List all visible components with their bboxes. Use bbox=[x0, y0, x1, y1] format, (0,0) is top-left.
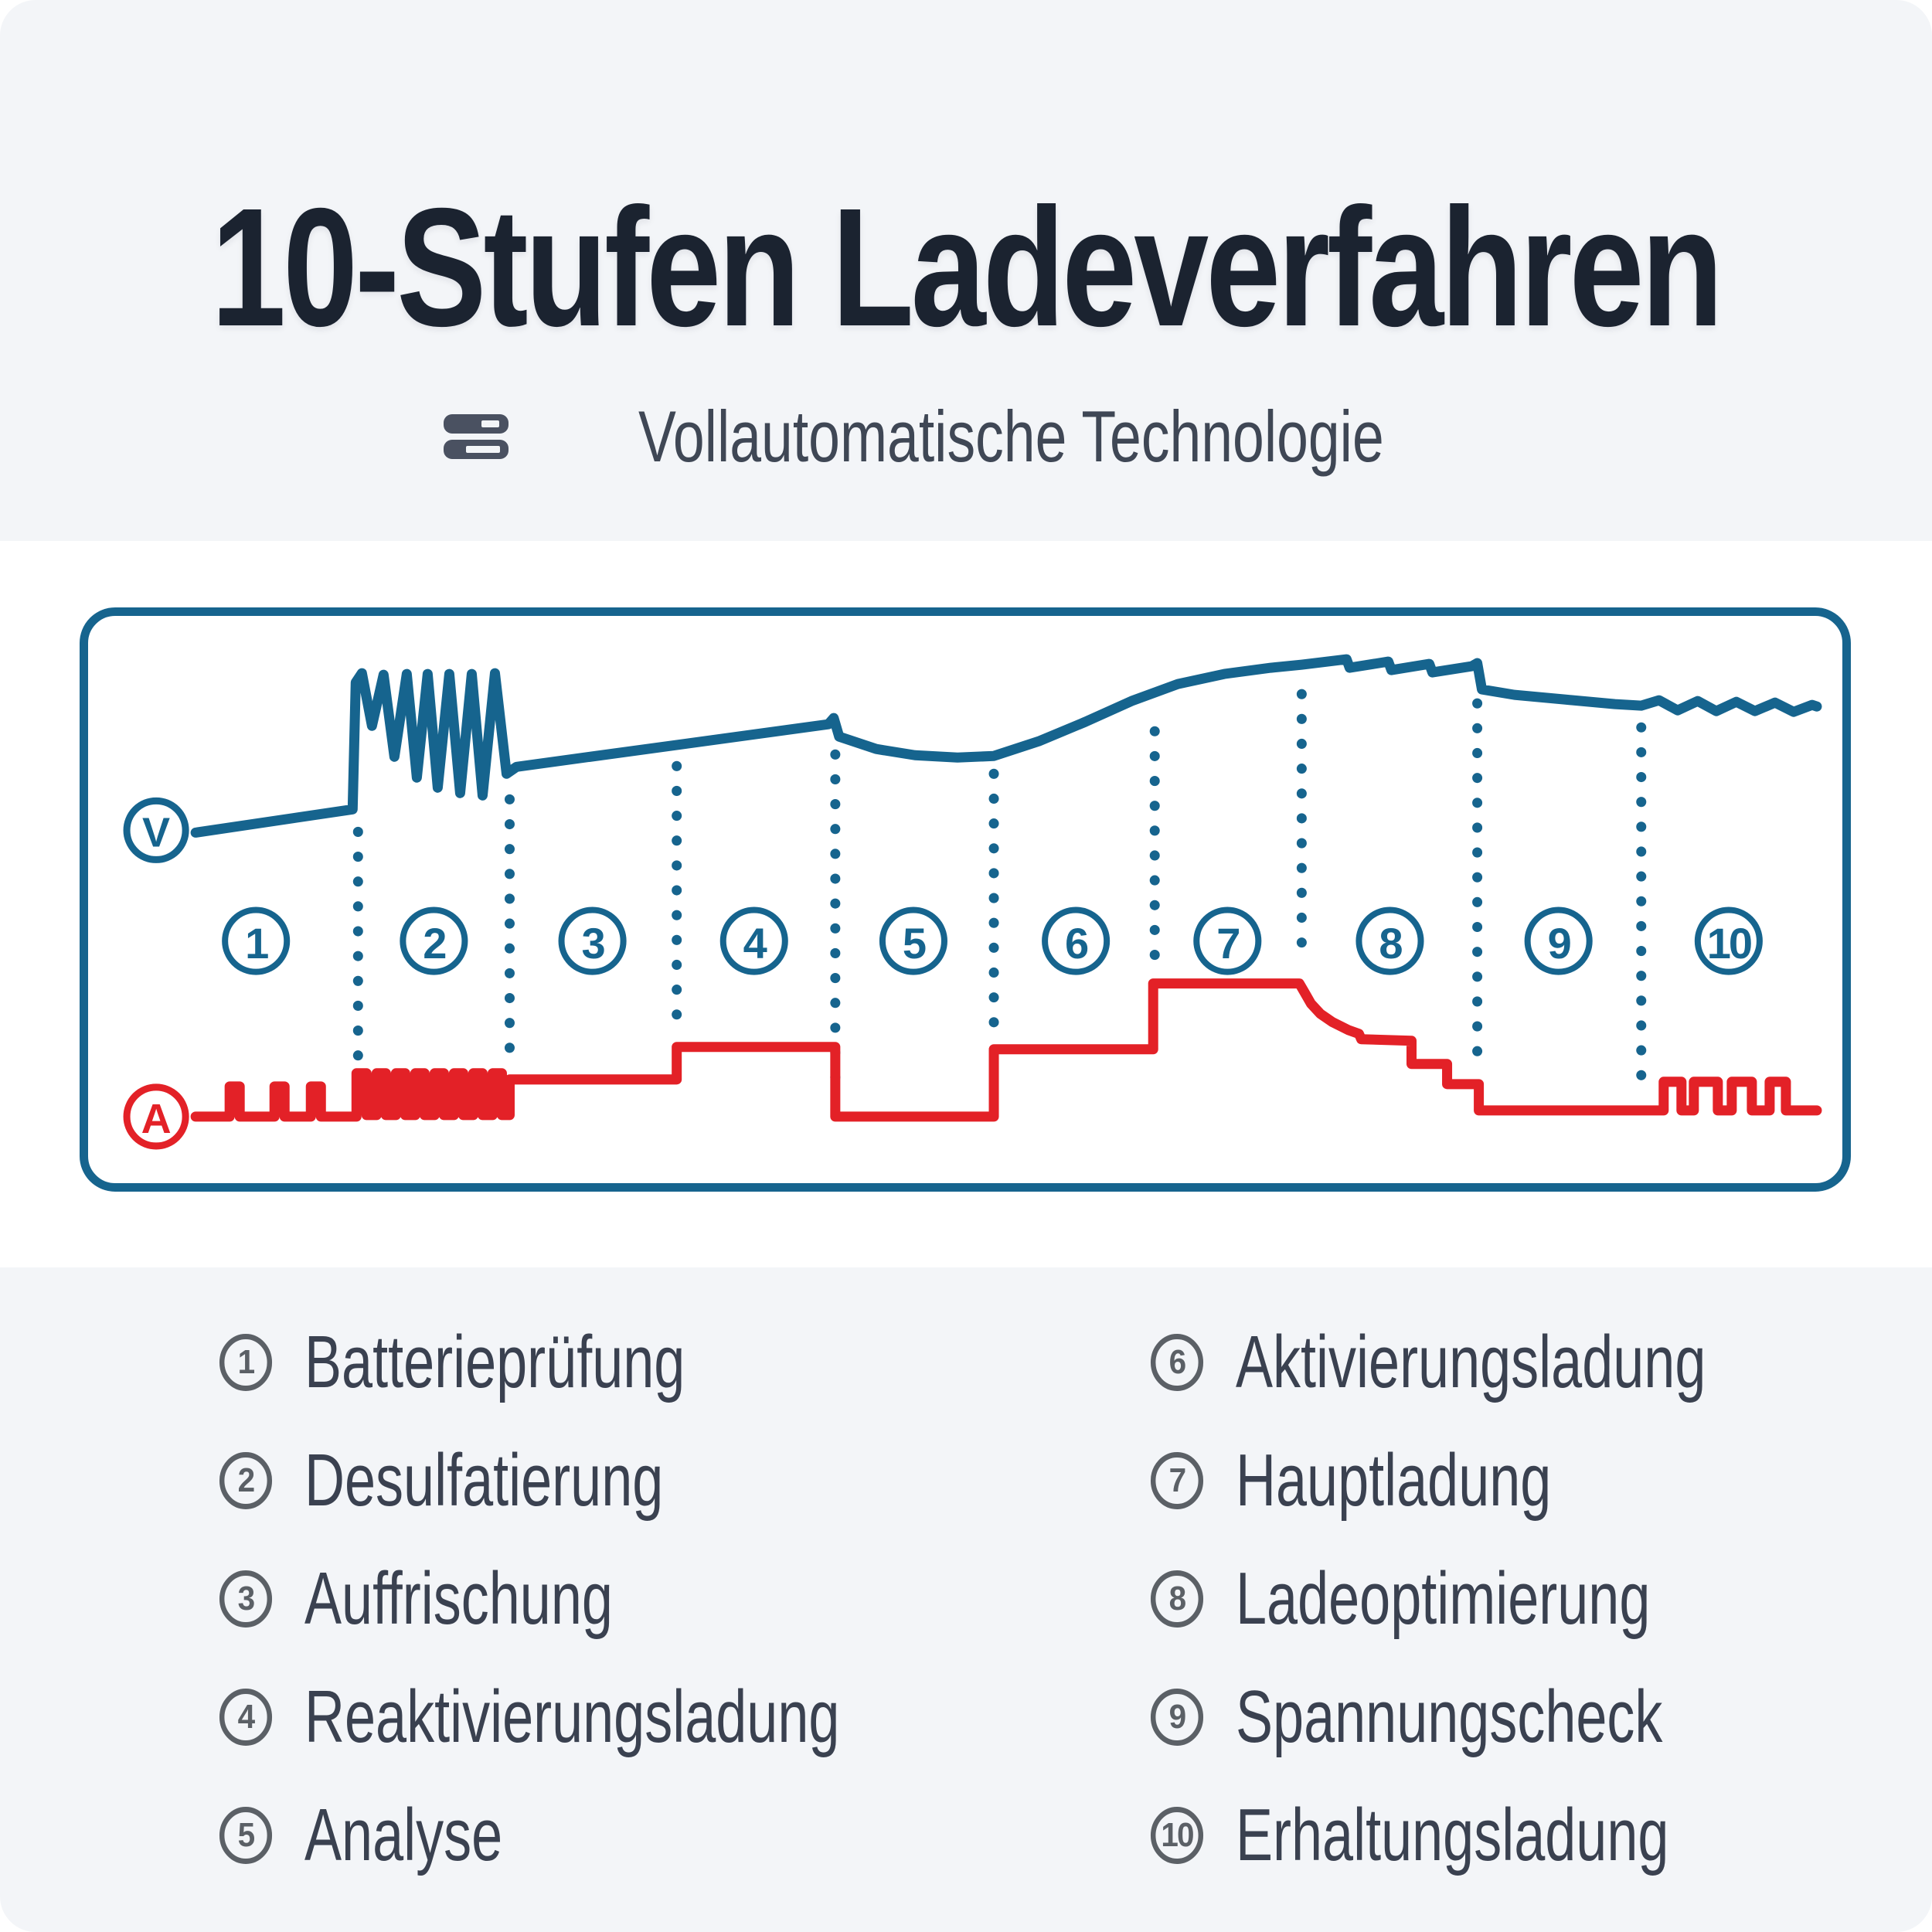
legend-item-number: 10 bbox=[1150, 1806, 1204, 1864]
legend-item-number: 5 bbox=[219, 1806, 273, 1864]
legend-item-number: 3 bbox=[219, 1570, 273, 1628]
charging-curve-svg: V A bbox=[123, 654, 1822, 1150]
stage-7-number: 7 bbox=[1216, 919, 1239, 968]
subtitle-text: Vollautomatische Technologie bbox=[638, 396, 1384, 477]
legend-item: 7 Hauptladung bbox=[1148, 1421, 1862, 1539]
legend-column-left: 1 Batterieprüfung 2 Desulfatierung 3 Auf… bbox=[217, 1303, 1018, 1894]
legend-item-label: Reaktivierungsladung bbox=[304, 1675, 840, 1758]
legend-item-number: 7 bbox=[1150, 1451, 1204, 1509]
legend-item: 3 Auffrischung bbox=[217, 1539, 1018, 1658]
page-title: 10-Stufen Ladeverfahren bbox=[211, 174, 1724, 362]
legend-column-right: 6 Aktivierungsladung 7 Hauptladung 8 Lad… bbox=[1148, 1303, 1862, 1894]
legend-item-number: 1 bbox=[219, 1333, 273, 1391]
legend-item: 1 Batterieprüfung bbox=[217, 1303, 1018, 1421]
legend-item-label: Desulfatierung bbox=[304, 1438, 664, 1522]
voltage-axis-label: V bbox=[142, 809, 170, 855]
chart-section: V A bbox=[0, 541, 1932, 1267]
legend-item: 10 Erhaltungsladung bbox=[1148, 1776, 1862, 1894]
stage-number-markers: 1 2 3 4 5 6 7 8 9 10 bbox=[222, 906, 1763, 975]
legend-item-label: Batterieprüfung bbox=[304, 1320, 685, 1403]
legend-item: 8 Ladeoptimierung bbox=[1148, 1539, 1862, 1658]
stage-8-number: 8 bbox=[1379, 919, 1402, 968]
legend-item-label: Ladeoptimierung bbox=[1236, 1556, 1651, 1640]
stage-6-number: 6 bbox=[1065, 919, 1088, 968]
stage-10-number: 10 bbox=[1707, 919, 1751, 968]
stage-4-number: 4 bbox=[743, 919, 767, 968]
legend-item-label: Spannungscheck bbox=[1236, 1675, 1663, 1758]
stage-3-number: 3 bbox=[581, 919, 604, 968]
stage-2-number: 2 bbox=[423, 919, 445, 968]
voltage-curve bbox=[190, 654, 1822, 838]
legend-item-label: Erhaltungsladung bbox=[1236, 1793, 1669, 1876]
current-axis-marker: A bbox=[123, 1083, 189, 1150]
header-section: 10-Stufen Ladeverfahren Vollautomatische… bbox=[0, 0, 1932, 541]
legend-item-label: Auffrischung bbox=[304, 1556, 613, 1640]
stage-9-number: 9 bbox=[1548, 919, 1571, 968]
stage-5-number: 5 bbox=[903, 919, 926, 968]
legend-item-number: 6 bbox=[1150, 1333, 1204, 1391]
legend-item: 6 Aktivierungsladung bbox=[1148, 1303, 1862, 1421]
voltage-axis-marker: V bbox=[123, 797, 189, 863]
legend-item-label: Aktivierungsladung bbox=[1236, 1320, 1706, 1403]
current-axis-label: A bbox=[141, 1096, 172, 1142]
charging-curve-diagram: V A bbox=[80, 607, 1851, 1192]
legend-item-label: Analyse bbox=[304, 1793, 503, 1876]
legend-item-number: 2 bbox=[219, 1451, 273, 1509]
legend-item: 4 Reaktivierungsladung bbox=[217, 1658, 1018, 1776]
legend-item: 9 Spannungscheck bbox=[1148, 1658, 1862, 1776]
legend-item-number: 8 bbox=[1150, 1570, 1204, 1628]
legend-item-number: 9 bbox=[1150, 1688, 1204, 1746]
stage-1-number: 1 bbox=[245, 919, 268, 968]
legend-item: 2 Desulfatierung bbox=[217, 1421, 1018, 1539]
legend-item-label: Hauptladung bbox=[1236, 1438, 1552, 1522]
stage-separator-dotted-lines bbox=[352, 689, 1647, 1100]
current-curve bbox=[190, 978, 1822, 1122]
legend-item-number: 4 bbox=[219, 1688, 273, 1746]
legend-item: 5 Analyse bbox=[217, 1776, 1018, 1894]
legend-section: 1 Batterieprüfung 2 Desulfatierung 3 Auf… bbox=[0, 1267, 1932, 1932]
subtitle: Vollautomatische Technologie bbox=[443, 396, 1489, 477]
battery-stages-icon bbox=[443, 414, 509, 459]
